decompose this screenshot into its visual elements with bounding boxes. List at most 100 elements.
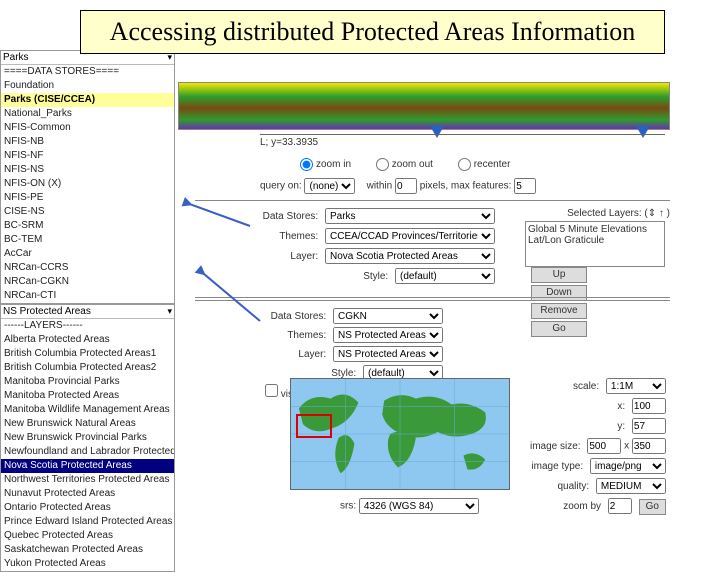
sidebar-item[interactable]: Foundation <box>1 79 174 93</box>
imgh-input[interactable] <box>632 438 666 454</box>
imgtype-label: image type: <box>531 461 583 472</box>
sidebar-item[interactable]: NFIS-PE <box>1 191 174 205</box>
sidebar-item[interactable]: NRCan-CTI <box>1 289 174 303</box>
layer-label: Layer: <box>290 251 318 262</box>
sidebar-item[interactable]: Saskatchewan Protected Areas <box>1 543 174 557</box>
quality-label: quality: <box>557 481 589 492</box>
sidebar-item[interactable]: National_Parks <box>1 107 174 121</box>
selected-layer-item[interactable]: Lat/Lon Graticule <box>528 235 662 246</box>
title-banner: Accessing distributed Protected Areas In… <box>80 10 665 54</box>
zoomby-label: zoom by <box>563 501 601 512</box>
datastores-select[interactable]: Parks <box>325 208 495 224</box>
recenter-label: recenter <box>474 159 511 170</box>
divider <box>195 300 670 301</box>
maxfeatures-input[interactable] <box>514 178 536 194</box>
sidebar-item[interactable]: Nunavut Protected Areas <box>1 487 174 501</box>
selected-layer-item[interactable]: Global 5 Minute Elevations <box>528 224 662 235</box>
x-separator: x <box>624 441 629 452</box>
x-input[interactable] <box>632 398 666 414</box>
up-button[interactable]: Up <box>531 267 587 283</box>
sidebar-item[interactable]: Parks (CISE/CCEA) <box>1 93 174 107</box>
top-map-strip <box>178 82 670 130</box>
srs-row: srs: 4326 (WGS 84) <box>340 498 479 514</box>
sidebar-top-dropdown-value: Parks <box>3 52 29 63</box>
sidebar-item[interactable]: British Columbia Protected Areas1 <box>1 347 174 361</box>
visible-only-checkbox[interactable] <box>265 384 278 397</box>
layer-select[interactable]: Nova Scotia Protected Areas <box>325 248 495 264</box>
sidebar-item[interactable]: Manitoba Wildlife Management Areas <box>1 403 174 417</box>
sidebar-item[interactable]: NFIS-Common <box>1 121 174 135</box>
coordinate-readout: L; y=33.3935 <box>260 134 665 148</box>
sidebar-item[interactable]: Alberta Protected Areas <box>1 333 174 347</box>
lower-layer-select[interactable]: NS Protected Areas <box>333 346 443 362</box>
sidebar-item[interactable]: Nova Scotia Protected Areas <box>1 459 174 473</box>
style-label: Style: <box>363 271 388 282</box>
within-input[interactable] <box>395 178 417 194</box>
sidebar-item[interactable]: Newfoundland and Labrador Protected Area… <box>1 445 174 459</box>
sidebar-item[interactable]: NRCan-CCRS <box>1 261 174 275</box>
query-row: query on: (none) within pixels, max feat… <box>260 178 536 194</box>
lower-style-label: Style: <box>331 368 356 379</box>
zoomby-input[interactable] <box>608 498 632 514</box>
x-label: x: <box>617 401 625 412</box>
sidebar-item[interactable]: BC-SRM <box>1 219 174 233</box>
style-select[interactable]: (default) <box>395 268 495 284</box>
zoomin-label: zoom in <box>316 159 351 170</box>
sidebar-item[interactable]: Prince Edward Island Protected Areas <box>1 515 174 529</box>
sidebar-item[interactable]: Northwest Territories Protected Areas <box>1 473 174 487</box>
divider <box>195 200 670 201</box>
sidebar-item[interactable]: British Columbia Protected Areas2 <box>1 361 174 375</box>
go-button[interactable]: Go <box>639 499 666 515</box>
lower-datastores-select[interactable]: CGKN <box>333 308 443 324</box>
scale-label: scale: <box>573 381 599 392</box>
sidebar-item[interactable]: New Brunswick Natural Areas <box>1 417 174 431</box>
down-button[interactable]: Down <box>531 285 587 301</box>
extent-rectangle[interactable] <box>296 414 332 438</box>
query-select[interactable]: (none) <box>304 178 355 194</box>
lower-layer-label: Layer: <box>298 349 326 360</box>
lower-themes-select[interactable]: NS Protected Areas <box>333 327 443 343</box>
sidebar-item[interactable]: NFIS-ON (X) <box>1 177 174 191</box>
srs-select[interactable]: 4326 (WGS 84) <box>359 498 479 514</box>
srs-label: srs: <box>340 501 356 512</box>
quality-select[interactable]: MEDIUM <box>596 478 666 494</box>
zoomout-label: zoom out <box>392 159 433 170</box>
imgw-input[interactable] <box>587 438 621 454</box>
themes-label: Themes: <box>279 231 318 242</box>
sidebar-item[interactable]: NFIS-NF <box>1 149 174 163</box>
map-properties: scale: 1:1M x: y: image size: x image ty… <box>530 378 666 519</box>
sidebar-upper: Parks ▾ ====DATA STORES====FoundationPar… <box>0 50 175 304</box>
sidebar-lower: NS Protected Areas ▾ ------LAYERS------A… <box>0 304 175 572</box>
sidebar-item[interactable]: Manitoba Provincial Parks <box>1 375 174 389</box>
zoomin-radio[interactable]: zoom in <box>300 159 351 170</box>
themes-select[interactable]: CCEA/CCAD Provinces/Territories <box>325 228 495 244</box>
pixels-label: pixels, max features: <box>420 181 512 192</box>
sidebar-item[interactable]: NRCan-CGKN <box>1 275 174 289</box>
sidebar-item[interactable]: NFIS-NB <box>1 135 174 149</box>
sidebar-item[interactable]: Yukon Protected Areas <box>1 557 174 571</box>
sidebar-item[interactable]: CISE-NS <box>1 205 174 219</box>
query-label: query on: <box>260 181 302 192</box>
divider <box>195 297 670 298</box>
lower-themes-label: Themes: <box>287 330 326 341</box>
zoomout-radio[interactable]: zoom out <box>376 159 433 170</box>
selected-layers-list[interactable]: Global 5 Minute Elevations Lat/Lon Grati… <box>525 221 665 267</box>
scale-select[interactable]: 1:1M <box>606 378 666 394</box>
sidebar-item[interactable]: Manitoba Protected Areas <box>1 389 174 403</box>
y-label: y: <box>617 421 625 432</box>
sidebar-item[interactable]: New Brunswick Provincial Parks <box>1 431 174 445</box>
imgtype-select[interactable]: image/png <box>590 458 666 474</box>
layer-selector-left: Data Stores: Parks Themes: CCEA/CCAD Pro… <box>225 208 495 288</box>
sidebar-item[interactable]: Ontario Protected Areas <box>1 501 174 515</box>
lower-datastores-label: Data Stores: <box>271 311 327 322</box>
sidebar-mid-dropdown-value: NS Protected Areas <box>3 306 91 317</box>
sidebar-item[interactable]: Quebec Protected Areas <box>1 529 174 543</box>
sidebar-mid-dropdown[interactable]: NS Protected Areas ▾ <box>1 305 174 319</box>
sidebar-item[interactable]: AcCar <box>1 247 174 261</box>
sidebar-item[interactable]: NFIS-NS <box>1 163 174 177</box>
sidebar-item[interactable]: ====DATA STORES==== <box>1 65 174 79</box>
recenter-radio[interactable]: recenter <box>458 159 511 170</box>
sidebar-item[interactable]: BC-TEM <box>1 233 174 247</box>
y-input[interactable] <box>632 418 666 434</box>
sidebar-item[interactable]: ------LAYERS------ <box>1 319 174 333</box>
